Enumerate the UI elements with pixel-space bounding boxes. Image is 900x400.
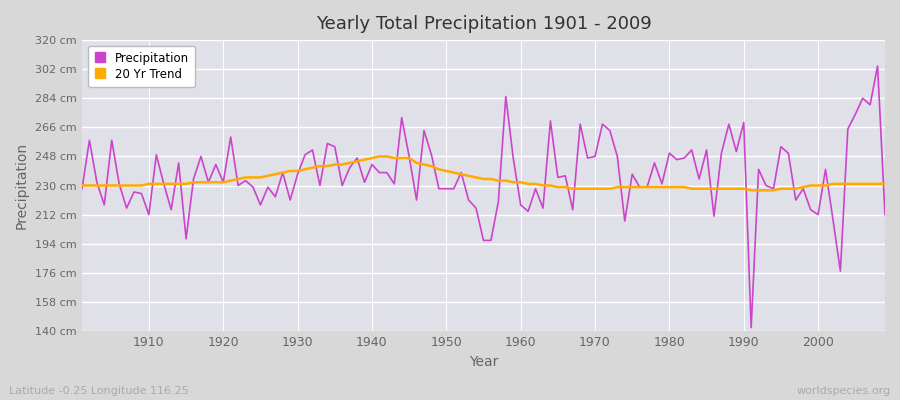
Precipitation — [746, 325, 757, 330]
X-axis label: Year: Year — [469, 355, 499, 369]
Text: worldspecies.org: worldspecies.org — [796, 386, 891, 396]
Precipitation — [872, 64, 883, 68]
Legend: Precipitation, 20 Yr Trend: Precipitation, 20 Yr Trend — [88, 46, 195, 87]
Precipitation — [300, 152, 310, 157]
Precipitation — [516, 202, 526, 207]
20 Yr Trend — [516, 180, 526, 185]
20 Yr Trend — [879, 182, 890, 186]
Precipitation — [879, 212, 890, 217]
Precipitation — [136, 191, 147, 196]
20 Yr Trend — [746, 188, 757, 193]
Line: Precipitation: Precipitation — [82, 66, 885, 328]
20 Yr Trend — [523, 182, 534, 186]
20 Yr Trend — [76, 183, 87, 188]
20 Yr Trend — [136, 183, 147, 188]
20 Yr Trend — [345, 160, 356, 165]
20 Yr Trend — [300, 167, 310, 172]
Precipitation — [76, 186, 87, 191]
Title: Yearly Total Precipitation 1901 - 2009: Yearly Total Precipitation 1901 - 2009 — [316, 15, 652, 33]
Precipitation — [345, 165, 356, 170]
20 Yr Trend — [374, 154, 385, 159]
20 Yr Trend — [612, 185, 623, 190]
Line: 20 Yr Trend: 20 Yr Trend — [82, 156, 885, 190]
Text: Latitude -0.25 Longitude 116.25: Latitude -0.25 Longitude 116.25 — [9, 386, 189, 396]
Precipitation — [508, 156, 518, 160]
Y-axis label: Precipitation: Precipitation — [15, 142, 29, 229]
Precipitation — [605, 128, 616, 133]
